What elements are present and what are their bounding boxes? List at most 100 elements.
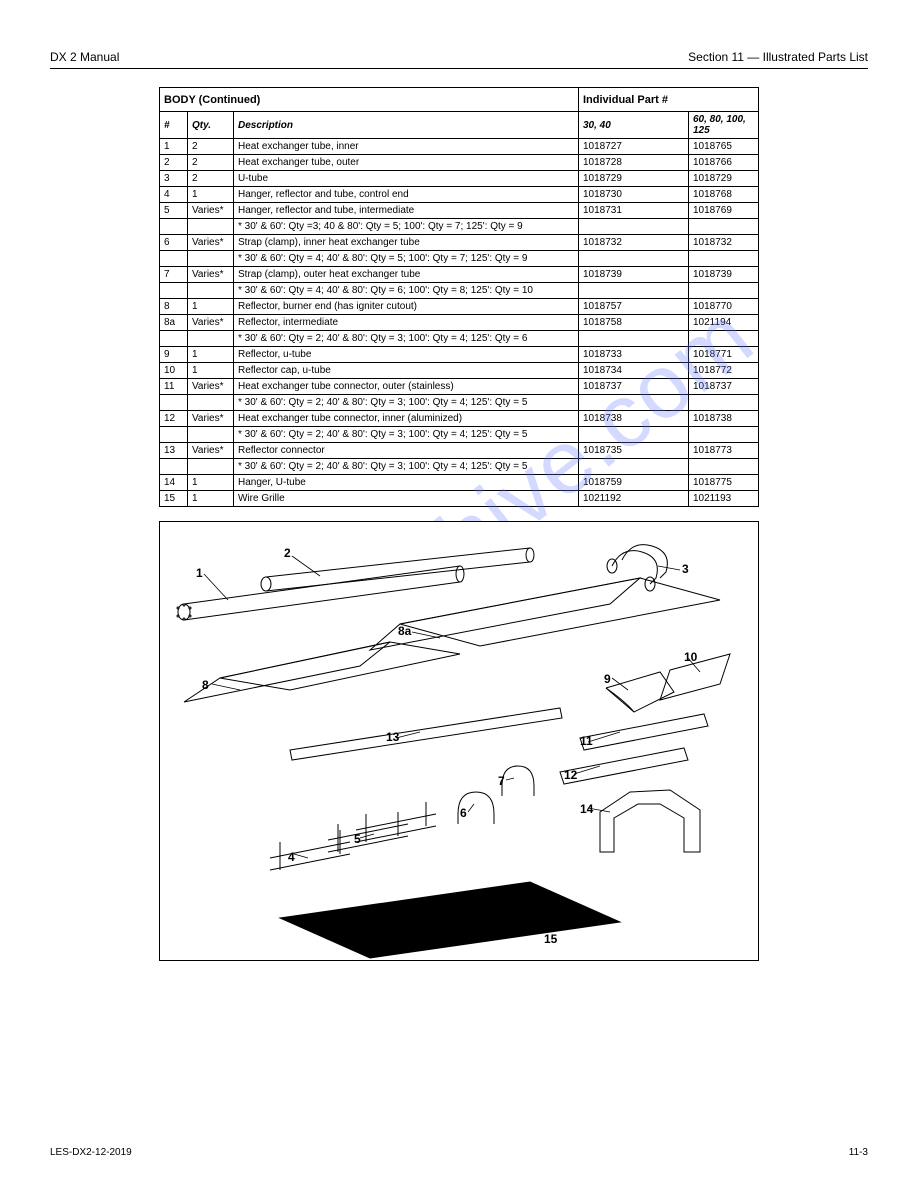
table-cell xyxy=(689,331,759,347)
table-cell: 8 xyxy=(160,299,188,315)
table-cell xyxy=(689,251,759,267)
table-cell: 2 xyxy=(188,155,234,171)
table-cell: 1018728 xyxy=(579,155,689,171)
table-cell xyxy=(689,459,759,475)
table-cell: Reflector, intermediate xyxy=(234,315,579,331)
table-cell: 1021194 xyxy=(689,315,759,331)
table-cell: 5 xyxy=(160,203,188,219)
table-cell: 1018738 xyxy=(689,411,759,427)
col-qty: Qty. xyxy=(188,112,234,139)
table-cell xyxy=(188,283,234,299)
table-cell: Varies* xyxy=(188,267,234,283)
table-cell: * 30' & 60': Qty = 2; 40' & 80': Qty = 3… xyxy=(234,459,579,475)
table-cell: 1021192 xyxy=(579,491,689,507)
table-cell: 4 xyxy=(160,187,188,203)
diagram-callout: 8a xyxy=(398,624,411,638)
diagram-callout: 3 xyxy=(682,562,689,576)
table-cell: 1 xyxy=(188,475,234,491)
table-cell: 1018770 xyxy=(689,299,759,315)
table-cell: Heat exchanger tube, inner xyxy=(234,139,579,155)
table-cell xyxy=(160,427,188,443)
table-cell: 8a xyxy=(160,315,188,331)
table-cell: 6 xyxy=(160,235,188,251)
table-row: 41Hanger, reflector and tube, control en… xyxy=(160,187,759,203)
table-cell xyxy=(689,219,759,235)
diagram-callout: 8 xyxy=(202,678,209,692)
table-row: * 30' & 60': Qty = 2; 40' & 80': Qty = 3… xyxy=(160,331,759,347)
diagram-callout: 4 xyxy=(288,850,295,864)
diagram-callout: 5 xyxy=(354,832,361,846)
table-cell xyxy=(160,283,188,299)
table-cell: 1018727 xyxy=(579,139,689,155)
table-row: * 30' & 60': Qty = 2; 40' & 80': Qty = 3… xyxy=(160,459,759,475)
table-cell: 3 xyxy=(160,171,188,187)
table-cell: 1018739 xyxy=(689,267,759,283)
diagram-callout: 6 xyxy=(460,806,467,820)
col-num: # xyxy=(160,112,188,139)
table-row: 12Varies*Heat exchanger tube connector, … xyxy=(160,411,759,427)
diagram-callout: 9 xyxy=(604,672,611,686)
table-cell: 1018766 xyxy=(689,155,759,171)
table-row: * 30' & 60': Qty = 2; 40' & 80': Qty = 3… xyxy=(160,427,759,443)
table-cell: 1018731 xyxy=(579,203,689,219)
table-cell: * 30' & 60': Qty = 2; 40' & 80': Qty = 3… xyxy=(234,331,579,347)
table-row: 32U-tube10187291018729 xyxy=(160,171,759,187)
table-cell: * 30' & 60': Qty = 2; 40' & 80': Qty = 3… xyxy=(234,395,579,411)
table-cell: 1018732 xyxy=(579,235,689,251)
table-cell: Heat exchanger tube connector, outer (st… xyxy=(234,379,579,395)
col-partb: 60, 80, 100, 125 xyxy=(689,112,759,139)
model-header: Individual Part # xyxy=(579,88,759,112)
table-row: * 30' & 60': Qty = 4; 40' & 80': Qty = 6… xyxy=(160,283,759,299)
table-cell: 1018739 xyxy=(579,267,689,283)
table-cell xyxy=(689,427,759,443)
table-cell: Reflector, u-tube xyxy=(234,347,579,363)
table-cell xyxy=(579,395,689,411)
table-cell xyxy=(689,395,759,411)
table-cell xyxy=(160,219,188,235)
diagram-callout: 1 xyxy=(196,566,203,580)
table-cell: Heat exchanger tube, outer xyxy=(234,155,579,171)
table-row: 151Wire Grille10211921021193 xyxy=(160,491,759,507)
table-cell: 9 xyxy=(160,347,188,363)
table-cell: 1 xyxy=(188,363,234,379)
table-cell: 1018733 xyxy=(579,347,689,363)
table-cell: Reflector cap, u-tube xyxy=(234,363,579,379)
table-cell: Reflector, burner end (has igniter cutou… xyxy=(234,299,579,315)
table-row: 81Reflector, burner end (has igniter cut… xyxy=(160,299,759,315)
diagram-callout: 12 xyxy=(564,768,577,782)
table-cell: Hanger, reflector and tube, intermediate xyxy=(234,203,579,219)
table-cell: 1018773 xyxy=(689,443,759,459)
table-cell: 1018775 xyxy=(689,475,759,491)
diagram-callout: 10 xyxy=(684,650,697,664)
table-cell: 1018772 xyxy=(689,363,759,379)
col-parta: 30, 40 xyxy=(579,112,689,139)
table-cell: 1021193 xyxy=(689,491,759,507)
diagram-callout: 7 xyxy=(498,774,505,788)
table-cell: 1018768 xyxy=(689,187,759,203)
table-cell: 2 xyxy=(188,171,234,187)
table-cell: Heat exchanger tube connector, inner (al… xyxy=(234,411,579,427)
table-cell: 1 xyxy=(188,187,234,203)
table-cell: 1018729 xyxy=(579,171,689,187)
table-cell xyxy=(188,427,234,443)
table-cell: 1018732 xyxy=(689,235,759,251)
table-cell: 1 xyxy=(160,139,188,155)
diagram-callout: 11 xyxy=(580,734,593,748)
table-cell: Hanger, U-tube xyxy=(234,475,579,491)
table-cell xyxy=(579,251,689,267)
table-cell xyxy=(188,331,234,347)
table-row: * 30' & 60': Qty = 2; 40' & 80': Qty = 3… xyxy=(160,395,759,411)
section-title: Section 11 — Illustrated Parts List xyxy=(688,50,868,64)
table-cell: 1018757 xyxy=(579,299,689,315)
doc-title: DX 2 Manual xyxy=(50,50,119,64)
table-row: 11Varies*Heat exchanger tube connector, … xyxy=(160,379,759,395)
table-row: 12Heat exchanger tube, inner101872710187… xyxy=(160,139,759,155)
table-cell: 1 xyxy=(188,347,234,363)
table-cell xyxy=(579,283,689,299)
table-cell xyxy=(579,331,689,347)
table-cell: 10 xyxy=(160,363,188,379)
footer-page-num: 11-3 xyxy=(849,1147,868,1158)
table-row: * 30' & 60': Qty = 4; 40' & 80': Qty = 5… xyxy=(160,251,759,267)
table-cell: U-tube xyxy=(234,171,579,187)
table-cell: 7 xyxy=(160,267,188,283)
